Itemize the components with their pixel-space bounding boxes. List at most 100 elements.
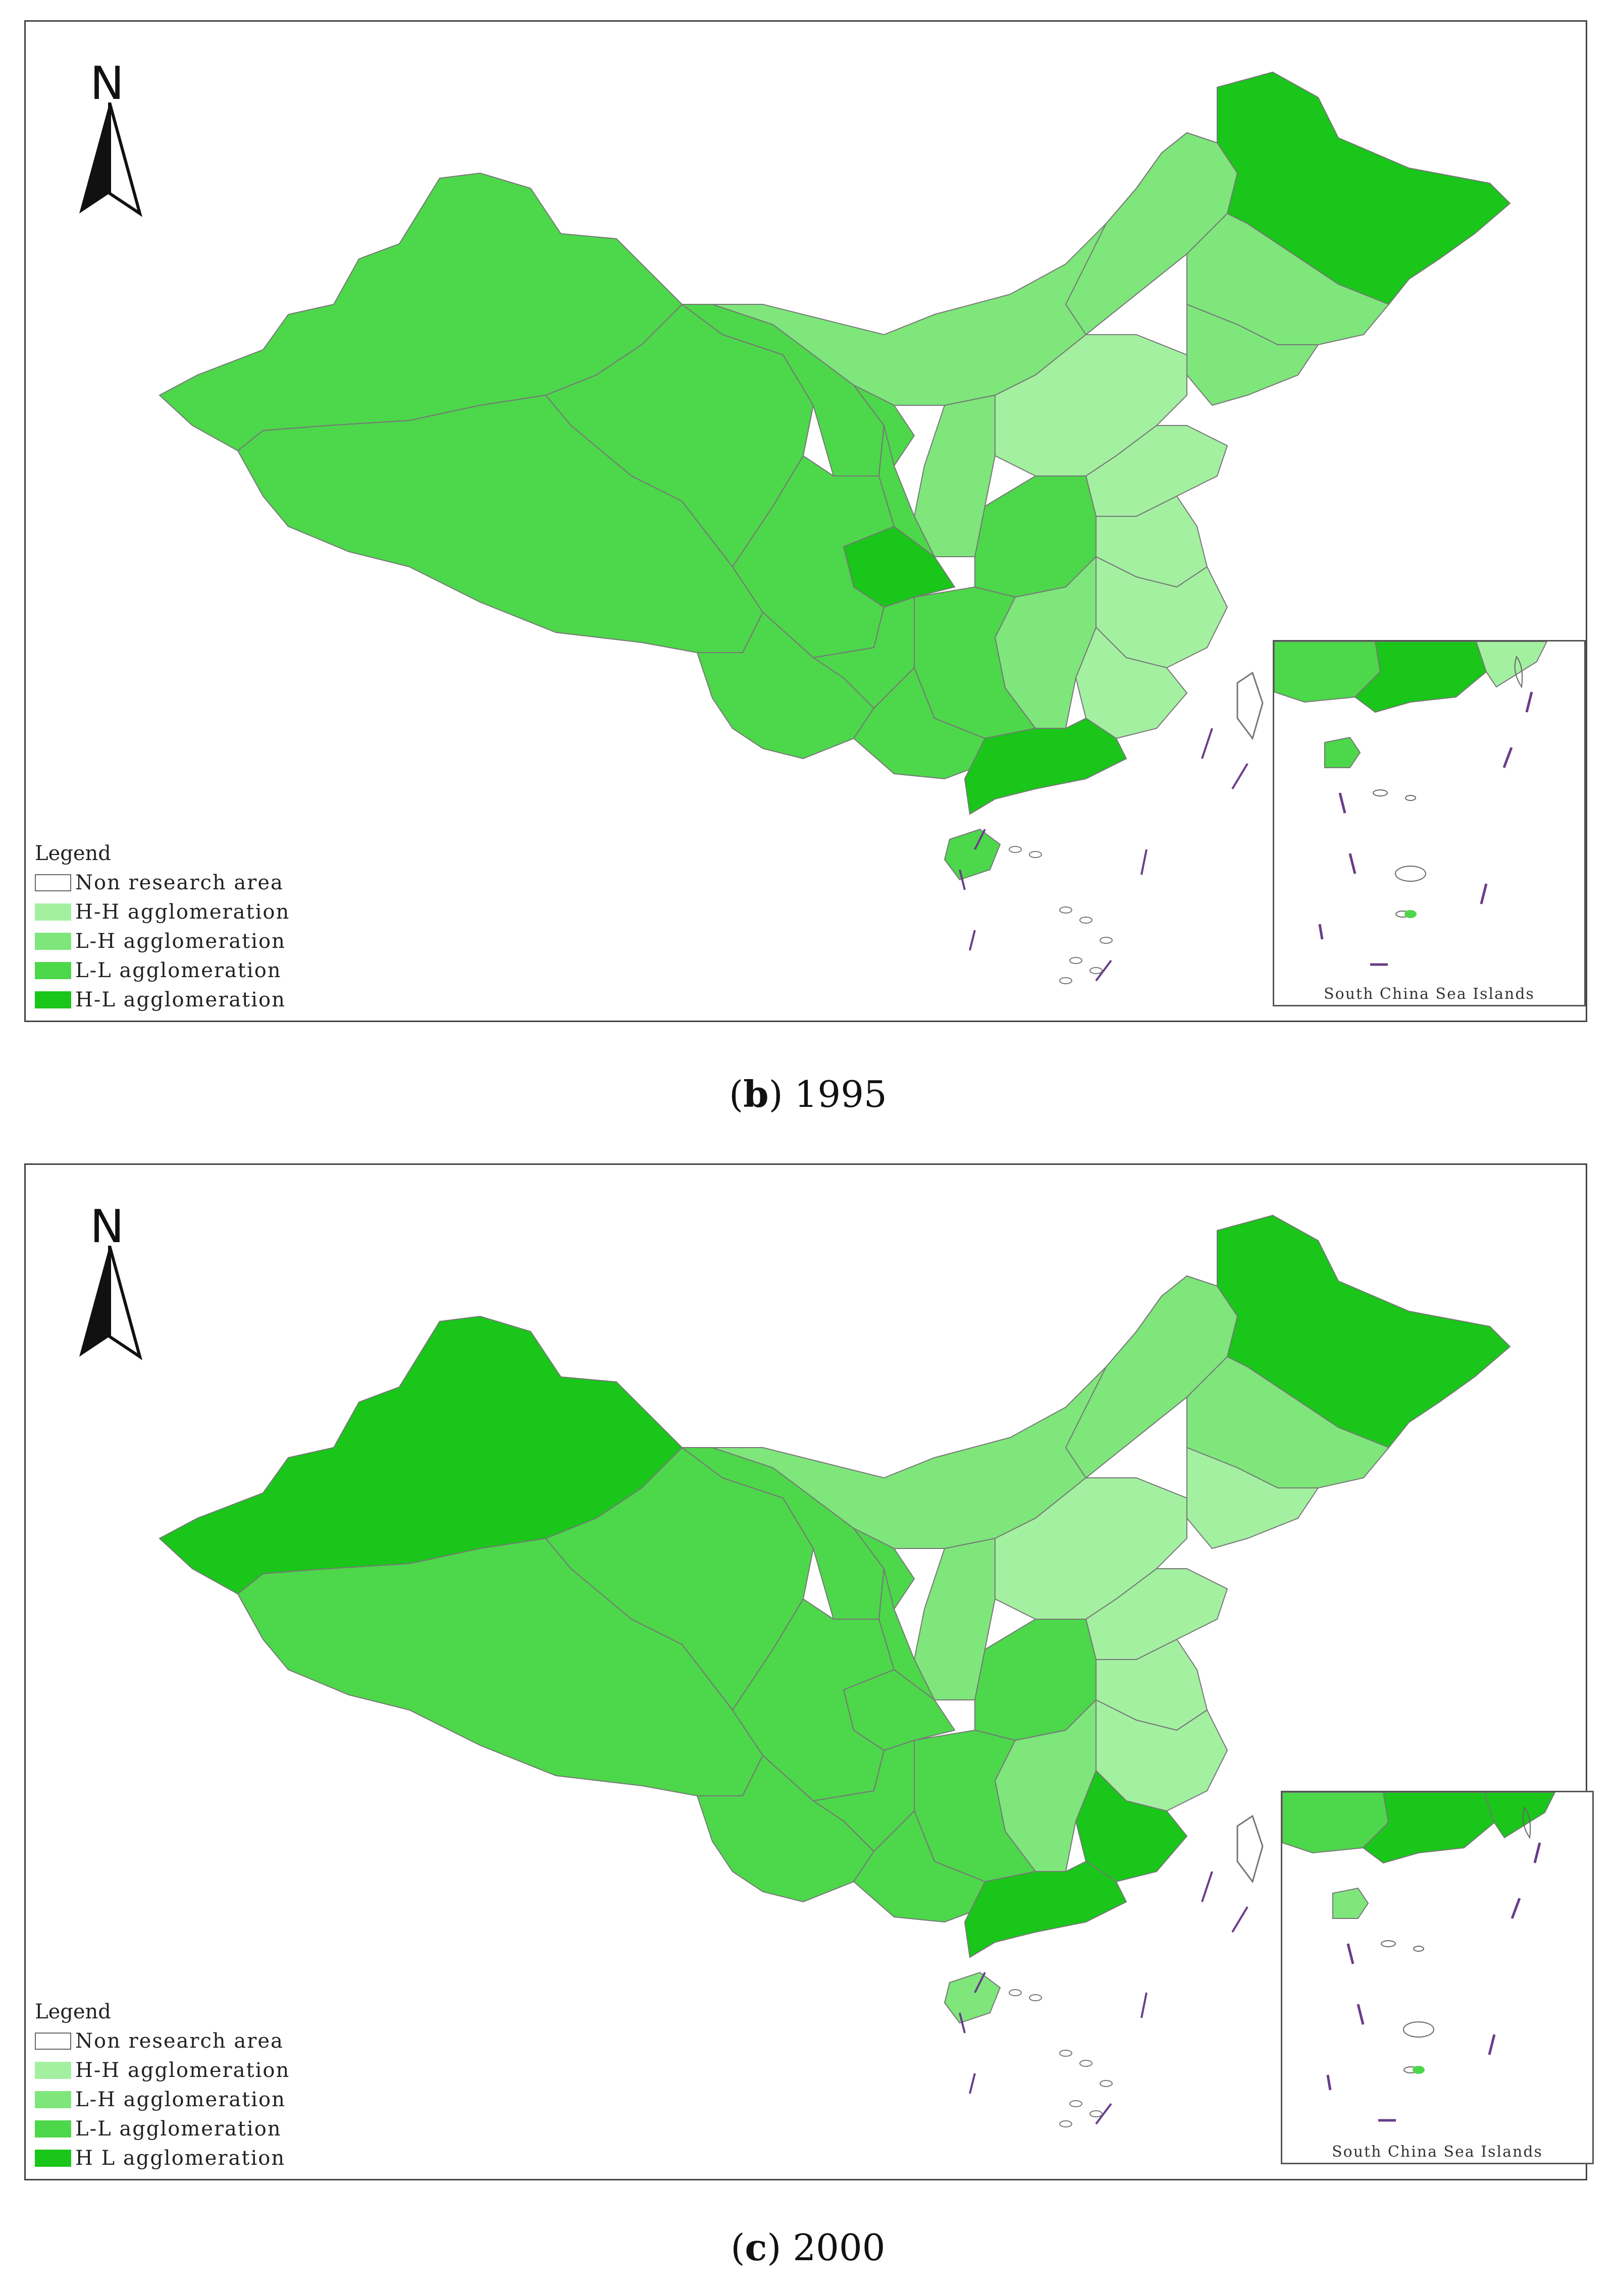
province-hebei xyxy=(995,334,1187,476)
legend-item-lh: L-H agglomeration xyxy=(35,927,290,956)
inset-province-hainan xyxy=(1324,736,1361,768)
caption-year: 1995 xyxy=(794,1073,887,1115)
legend-label: L-L agglomeration xyxy=(75,959,282,982)
boundary-dash xyxy=(1095,2103,1112,2125)
legend-label: L-L agglomeration xyxy=(75,2117,282,2141)
inset-province-fujian xyxy=(1475,642,1548,688)
legend-item-non-research: Non research area xyxy=(35,2026,290,2056)
island-mark xyxy=(1079,2060,1092,2067)
province-guizhou xyxy=(812,596,915,709)
caption-letter: b xyxy=(743,1073,769,1115)
panel-caption: (c) 2000 xyxy=(731,2226,885,2269)
south-china-sea-inset: South China Sea Islands xyxy=(1281,1791,1594,2164)
legend-item-hh: H-H agglomeration xyxy=(35,897,290,927)
legend: Legend Non research area H-H agglomerati… xyxy=(35,2000,290,2173)
island-mark xyxy=(1009,846,1022,853)
province-jilin xyxy=(1186,1356,1390,1488)
map-panel-2000: N Legend Non research area H-H agglomera… xyxy=(24,1163,1594,2180)
legend-item-ll: L-L agglomeration xyxy=(35,956,290,985)
province-shaanxi xyxy=(878,1568,935,1700)
china-map xyxy=(159,71,1511,984)
legend-label: H L agglomeration xyxy=(75,2147,286,2170)
province-guangdong xyxy=(964,717,1127,815)
province-liaoning xyxy=(1186,1447,1319,1550)
legend-item-ll: L-L agglomeration xyxy=(35,2114,290,2144)
boundary-dash xyxy=(1095,959,1112,982)
island-mark xyxy=(1100,937,1113,944)
province-taiwan xyxy=(1236,1814,1264,1884)
province-liaoning xyxy=(1186,303,1319,406)
island-mark xyxy=(1059,906,1072,914)
legend-swatch xyxy=(35,962,71,979)
island-mark xyxy=(1029,851,1042,858)
legend-item-hh: H-H agglomeration xyxy=(35,2056,290,2085)
boundary-dash xyxy=(969,930,976,951)
province-fujian xyxy=(1075,626,1188,739)
legend-swatch xyxy=(35,2150,71,2167)
legend-swatch xyxy=(35,2062,71,2079)
inset-province-hainan xyxy=(1332,1887,1369,1919)
boundary-dash xyxy=(1201,728,1213,759)
legend-label: H-L agglomeration xyxy=(75,988,286,1011)
province-guizhou xyxy=(812,1739,915,1852)
boundary-dash xyxy=(1140,849,1148,875)
legend-label: L-H agglomeration xyxy=(75,2088,286,2111)
boundary-dash xyxy=(1201,1871,1213,1902)
legend-swatch xyxy=(35,933,71,950)
island-mark xyxy=(1089,967,1103,974)
boundary-dash xyxy=(959,869,966,890)
province-taiwan xyxy=(1236,671,1264,740)
island-mark xyxy=(1069,957,1082,964)
north-arrow-icon xyxy=(79,102,143,217)
legend-title: Legend xyxy=(35,2000,111,2023)
island-mark xyxy=(1059,2050,1072,2057)
island-mark xyxy=(1059,977,1072,984)
boundary-dash xyxy=(1231,1906,1248,1933)
legend-label: H-H agglomeration xyxy=(75,2059,290,2082)
province-qinghai xyxy=(545,303,814,568)
boundary-dash xyxy=(974,1972,986,1993)
province-qinghai xyxy=(545,1447,814,1711)
boundary-dash xyxy=(974,829,986,850)
province-fujian xyxy=(1075,1770,1188,1883)
island-mark xyxy=(1069,2100,1082,2107)
legend-swatch xyxy=(35,903,71,921)
province-jilin xyxy=(1186,212,1390,345)
island-mark xyxy=(1009,1989,1022,1996)
province-hebei xyxy=(995,1477,1187,1620)
panel-caption: (b) 1995 xyxy=(729,1073,887,1115)
legend-item-non-research: Non research area xyxy=(35,868,290,897)
legend-item-lh: L-H agglomeration xyxy=(35,2085,290,2114)
inset-caption: South China Sea Islands xyxy=(1324,985,1535,1003)
legend-swatch xyxy=(35,2033,71,2050)
inset-map xyxy=(1274,642,1548,966)
legend-item-hl: H L agglomeration xyxy=(35,2144,290,2173)
south-china-sea-inset: South China Sea Islands xyxy=(1273,640,1586,1006)
caption-year: 2000 xyxy=(793,2226,885,2269)
legend-swatch xyxy=(35,2120,71,2138)
legend-item-hl: H-L agglomeration xyxy=(35,985,290,1014)
legend-label: H-H agglomeration xyxy=(75,900,290,924)
legend-label: Non research area xyxy=(75,2030,284,2053)
legend-label: L-H agglomeration xyxy=(75,930,286,953)
inset-province-fujian xyxy=(1483,1792,1556,1839)
island-mark xyxy=(1079,917,1092,924)
boundary-dash xyxy=(969,2073,976,2094)
island-mark xyxy=(1100,2080,1113,2087)
inset-map xyxy=(1282,1792,1556,2122)
caption-letter: c xyxy=(745,2226,767,2269)
province-hainan xyxy=(944,1971,1001,2024)
north-label: N xyxy=(90,1200,124,1253)
province-hainan xyxy=(944,828,1001,881)
boundary-dash xyxy=(1140,1992,1148,2018)
inset-caption: South China Sea Islands xyxy=(1332,2143,1543,2161)
north-arrow-icon xyxy=(79,1246,143,1360)
boundary-dash xyxy=(959,2012,966,2034)
province-shaanxi xyxy=(878,425,935,557)
legend-swatch xyxy=(35,2091,71,2108)
legend: Legend Non research area H-H agglomerati… xyxy=(35,842,290,1014)
north-label: N xyxy=(90,57,124,110)
legend-title: Legend xyxy=(35,842,111,865)
legend-swatch xyxy=(35,874,71,891)
province-guangdong xyxy=(964,1860,1127,1958)
